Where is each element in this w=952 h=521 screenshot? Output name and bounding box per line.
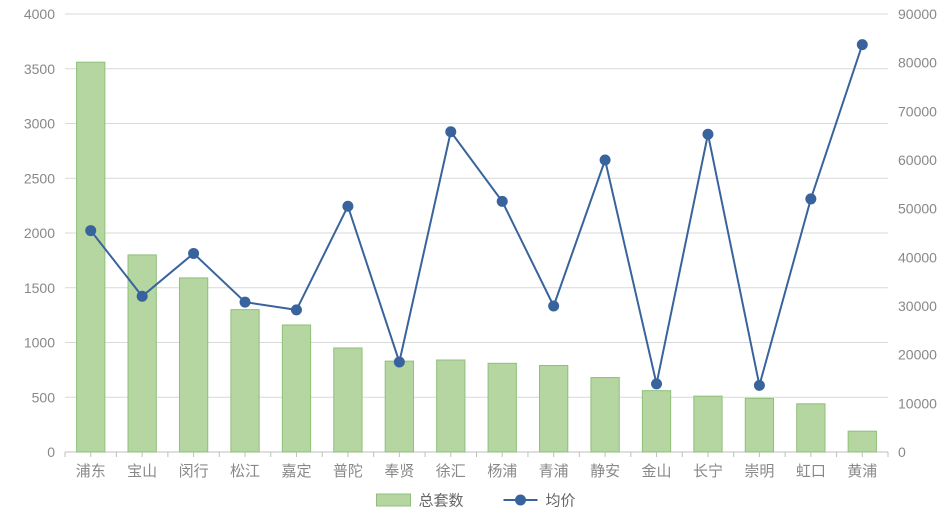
right-axis-tick: 60000 [898,152,937,168]
legend-label-bar: 总套数 [419,492,464,509]
category-label: 虹口 [796,463,826,480]
right-axis-tick: 20000 [898,347,937,363]
right-axis-tick: 90000 [898,6,937,22]
bar [488,363,516,452]
chart-svg: 0500100015002000250030003500400001000020… [0,0,952,521]
category-label: 普陀 [333,463,363,480]
line-marker [600,155,610,165]
category-label: 杨浦 [487,463,517,480]
bar [334,348,362,452]
bar [231,310,259,452]
right-axis-tick: 30000 [898,298,937,314]
left-axis-tick: 0 [47,444,55,460]
bar [282,325,310,452]
line-marker [240,297,250,307]
right-axis-tick: 10000 [898,395,937,411]
left-axis-tick: 3000 [24,116,55,132]
category-label: 奉贤 [384,462,414,480]
right-axis-tick: 40000 [898,249,937,265]
line-marker [703,129,713,139]
category-label: 徐汇 [436,463,466,480]
legend-marker-icon [516,495,526,505]
category-label: 崇明 [744,463,774,480]
legend-label-line: 均价 [546,492,576,509]
bar [745,398,773,452]
line-marker [189,248,199,258]
right-axis-tick: 50000 [898,201,937,217]
bar [591,378,619,452]
bar [540,365,568,452]
bar [179,278,207,452]
category-label: 浦东 [76,463,106,480]
line-marker [497,196,507,206]
category-label: 金山 [642,463,672,480]
left-axis-tick: 2500 [24,170,55,186]
bar [385,361,413,452]
category-label: 宝山 [127,463,157,480]
left-axis-tick: 1500 [24,280,55,296]
right-axis-tick: 80000 [898,55,937,71]
category-label: 黄浦 [847,463,877,480]
line-marker [291,305,301,315]
legend-swatch-bar [377,494,411,506]
left-axis-tick: 1000 [24,335,55,351]
bar [797,404,825,452]
bar [694,396,722,452]
line-marker [446,127,456,137]
right-axis-tick: 0 [898,444,906,460]
bar [848,431,876,452]
line-marker [394,357,404,367]
category-label: 长宁 [693,463,723,480]
left-axis-tick: 3500 [24,61,55,77]
left-axis-tick: 500 [32,389,56,405]
bar [77,62,105,452]
line-marker [343,201,353,211]
category-label: 嘉定 [281,463,311,480]
line-marker [549,301,559,311]
category-label: 静安 [590,463,620,480]
dual-axis-chart: 0500100015002000250030003500400001000020… [0,0,952,521]
line-marker [754,380,764,390]
bar [437,360,465,452]
line-marker [86,226,96,236]
bar [642,391,670,452]
line-marker [652,379,662,389]
left-axis-tick: 4000 [24,6,55,22]
line-marker [806,194,816,204]
line-marker [137,291,147,301]
category-label: 青浦 [539,463,569,480]
right-axis-tick: 70000 [898,103,937,119]
line-marker [857,40,867,50]
category-label: 闵行 [179,463,209,480]
category-label: 松江 [230,463,260,480]
left-axis-tick: 2000 [24,225,55,241]
